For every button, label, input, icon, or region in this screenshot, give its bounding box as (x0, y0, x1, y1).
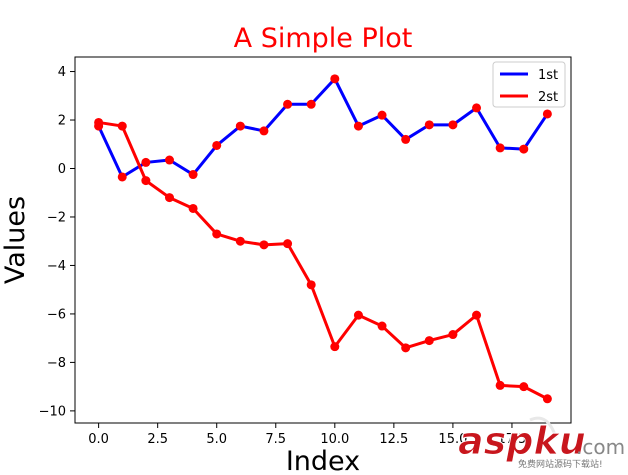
data-point-1st (330, 74, 340, 84)
data-point-1st (495, 143, 505, 153)
data-point-2st (306, 280, 316, 290)
data-point-1st (259, 126, 269, 136)
data-point-2st (353, 310, 363, 320)
data-point-1st (306, 99, 316, 109)
data-point-1st (424, 120, 434, 130)
data-point-2st (117, 121, 127, 131)
x-axis-label: Index (286, 446, 360, 475)
watermark-domain: .com (576, 435, 625, 459)
y-tick-label: −10 (39, 404, 66, 419)
data-point-2st (448, 330, 458, 340)
data-point-1st (164, 155, 174, 165)
data-point-1st (141, 157, 151, 167)
series-line-1st (97, 77, 549, 179)
y-axis-label: Values (0, 196, 31, 284)
data-point-2st (377, 321, 387, 331)
data-point-2st (164, 193, 174, 203)
data-point-2st (235, 236, 245, 246)
watermark-logo: aspku .com 免费网站源码下载站! (458, 416, 625, 470)
chart-title: A Simple Plot (234, 23, 413, 54)
data-point-1st (472, 103, 482, 113)
watermark-logo-text: aspku (458, 419, 586, 463)
data-point-2st (330, 342, 340, 352)
y-tick-label: 0 (58, 162, 66, 177)
legend-label-2st: 2st (538, 90, 558, 105)
x-axis: 0.0 2.5 5.0 7.5 10.0 12.5 15.0 17.5 (88, 423, 526, 447)
data-point-1st (188, 170, 198, 180)
x-tick-label: 15.0 (438, 432, 467, 447)
y-tick-label: −2 (47, 210, 66, 225)
y-tick-label: 2 (58, 114, 66, 129)
data-point-1st (448, 120, 458, 130)
data-point-1st (401, 134, 411, 144)
data-point-2st (519, 382, 529, 392)
y-axis: 4 2 0 −2 −4 −6 −8 −10 (39, 65, 75, 419)
data-point-1st (212, 140, 222, 150)
data-point-1st (353, 121, 363, 131)
data-point-2st (94, 117, 104, 127)
plot-area (74, 56, 572, 424)
x-tick-label: 17.5 (497, 432, 526, 447)
x-tick-label: 0.0 (88, 432, 109, 447)
y-tick-label: −8 (47, 356, 66, 371)
data-point-1st (542, 109, 552, 119)
data-point-2st (495, 380, 505, 390)
y-tick-label: −6 (47, 307, 66, 322)
y-tick-label: 4 (58, 65, 66, 80)
data-point-1st (377, 110, 387, 120)
data-point-2st (472, 310, 482, 320)
data-point-1st (117, 172, 127, 182)
data-point-2st (401, 343, 411, 353)
data-point-2st (141, 176, 151, 186)
x-tick-label: 5.0 (206, 432, 227, 447)
data-point-2st (259, 240, 269, 250)
data-point-2st (424, 336, 434, 346)
legend: 1st 2st (492, 61, 566, 108)
data-point-2st (542, 394, 552, 404)
data-point-1st (283, 99, 293, 109)
y-tick-label: −4 (47, 259, 66, 274)
legend-label-1st: 1st (538, 68, 558, 83)
x-tick-label: 10.0 (320, 432, 349, 447)
watermark-tagline: 免费网站源码下载站! (518, 458, 603, 470)
data-point-1st (519, 144, 529, 154)
data-series (94, 74, 552, 404)
x-tick-label: 2.5 (147, 432, 168, 447)
data-point-2st (188, 203, 198, 213)
watermark-swoosh (529, 416, 558, 439)
data-point-2st (283, 239, 293, 249)
data-point-1st (235, 121, 245, 131)
data-point-2st (212, 229, 222, 239)
x-tick-label: 12.5 (379, 432, 408, 447)
x-tick-label: 7.5 (265, 432, 286, 447)
